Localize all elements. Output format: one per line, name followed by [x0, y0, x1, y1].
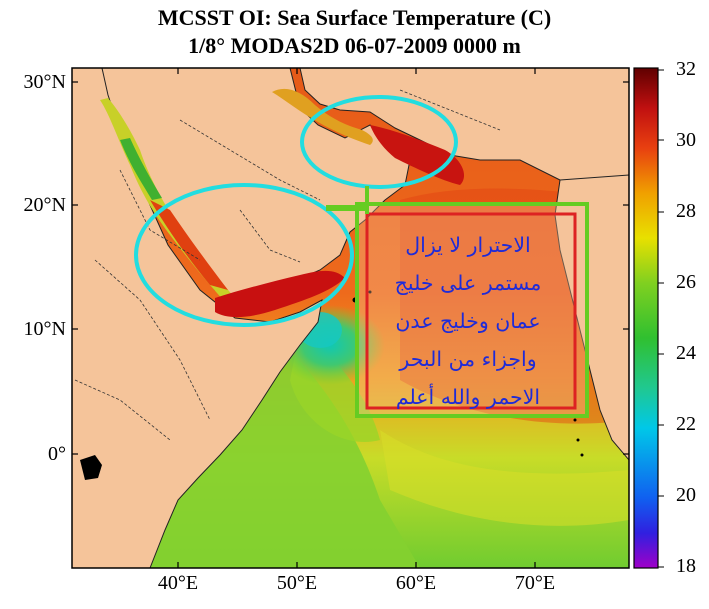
country-borders — [74, 89, 501, 441]
lat-label-30n: 30°N — [23, 71, 66, 93]
lat-label-equator: 0° — [48, 443, 66, 465]
inner-annotation-box — [365, 212, 577, 410]
colorbar-label-18: 18 — [676, 555, 696, 577]
colorbar-label-20: 20 — [676, 484, 696, 506]
annotation-line: مستمر على خليج — [394, 271, 542, 295]
map-frame — [71, 67, 630, 569]
colorbar-label-30: 30 — [676, 129, 696, 151]
gulf-of-aden-sst — [215, 270, 345, 318]
annotation-line: الاحترار لا يزال — [405, 233, 531, 257]
annotation-line: عمان وخليج عدن — [395, 309, 541, 333]
red-sea-ellipse — [134, 183, 354, 327]
map-title: MCSST OI: Sea Surface Temperature (C) — [157, 5, 552, 30]
colorbar-label-24: 24 — [676, 342, 696, 364]
colorbar-label-32: 32 — [676, 58, 696, 80]
lon-label-50e: 50°E — [276, 572, 318, 594]
annotation-line: الاحمر والله أعلم — [395, 385, 541, 409]
gulf-of-oman-ellipse — [300, 95, 458, 189]
lon-label-70e: 70°E — [514, 572, 556, 594]
colorbar-label-26: 26 — [676, 271, 696, 293]
persian-gulf-sst — [272, 88, 373, 145]
axis-ticks — [72, 68, 629, 568]
lat-label-20n: 20°N — [23, 194, 66, 216]
colorbar-ticks — [658, 69, 664, 568]
red-sea-sst — [100, 98, 235, 302]
colorbar-label-28: 28 — [676, 200, 696, 222]
lat-label-10n: 10°N — [23, 318, 66, 340]
colorbar — [633, 67, 659, 569]
lon-label-60e: 60°E — [395, 572, 437, 594]
annotation-line: واجزاء من البحر — [399, 347, 537, 371]
lon-label-40e: 40°E — [157, 572, 199, 594]
annotation-text: الاحترار لا يزال مستمر على خليج عمان وخل… — [362, 226, 574, 416]
colorbar-label-22: 22 — [676, 413, 696, 435]
islands — [80, 290, 584, 480]
outer-annotation-box — [355, 202, 589, 418]
map-subtitle: 1/8° MODAS2D 06-07-2009 0000 m — [188, 33, 521, 58]
